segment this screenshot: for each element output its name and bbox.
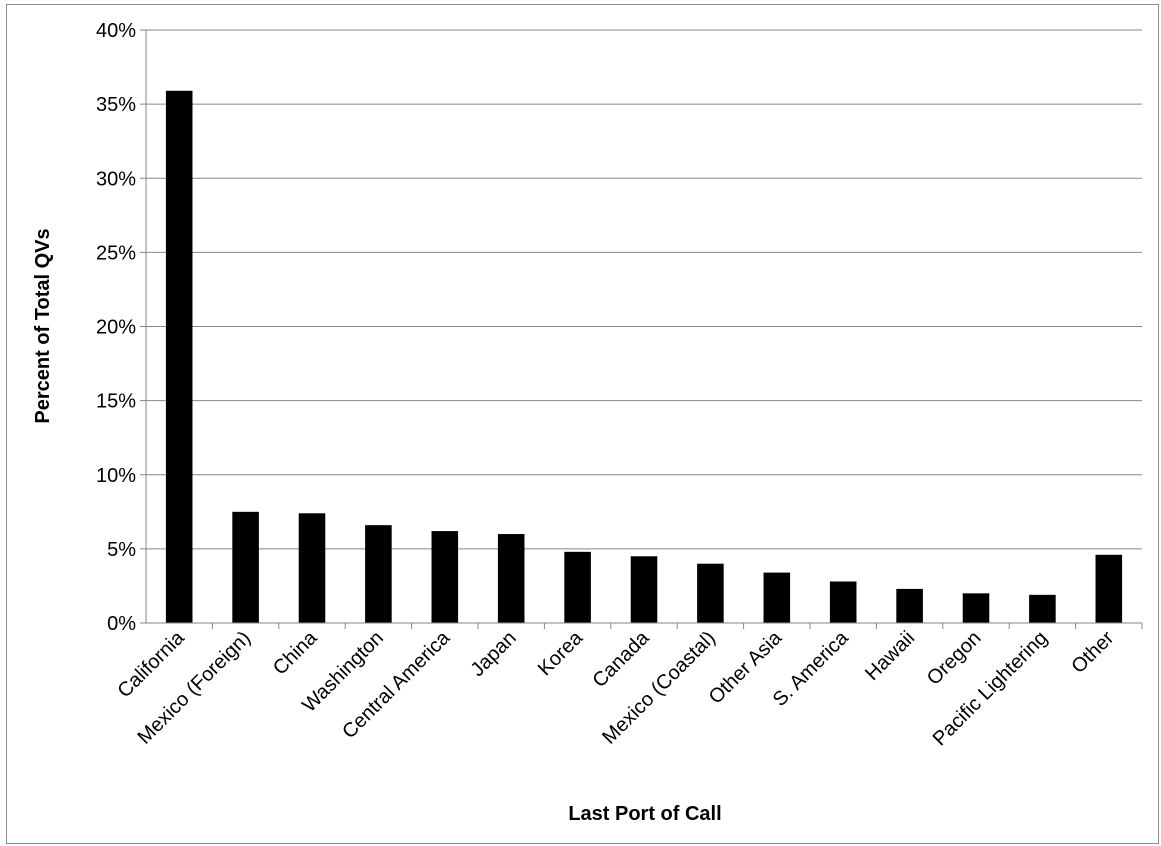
bar-other-asia	[763, 572, 791, 623]
x-tick-label: China	[269, 626, 322, 679]
x-tick-label: Oregon	[923, 627, 986, 690]
bar-s-america	[829, 581, 857, 623]
bar-washington	[365, 525, 392, 623]
bar-california	[165, 90, 193, 624]
y-tick-label: 0%	[107, 613, 136, 635]
y-tick-label: 30%	[96, 168, 136, 190]
x-tick-label: Mexico (Coastal)	[598, 627, 720, 749]
x-tick-label: Japan	[467, 627, 521, 681]
x-tick-label: Mexico (Foreign)	[133, 627, 255, 749]
axes	[145, 30, 1142, 624]
y-tick-labels: 0% 5% 10% 15% 20% 25% 30% 35% 40%	[96, 20, 136, 635]
x-tick-label: Hawaii	[861, 627, 919, 685]
y-tick-label: 40%	[96, 20, 136, 42]
bar-pacific-lightering	[1029, 594, 1056, 623]
bar-hawaii	[896, 588, 923, 623]
bar-central-america	[431, 531, 459, 623]
x-tick-label: Other	[1067, 627, 1118, 678]
y-tick-label: 5%	[107, 539, 136, 561]
bars	[165, 90, 1143, 629]
bar-china	[298, 513, 326, 623]
bar-other	[1095, 554, 1123, 623]
gridlines	[140, 29, 1142, 624]
y-tick-label: 10%	[96, 465, 136, 487]
x-tick-label: Pacific Lightering	[929, 627, 1052, 750]
x-axis-title: Last Port of Call	[568, 803, 721, 825]
y-tick-label: 25%	[96, 242, 136, 264]
x-tick-label: Korea	[534, 626, 588, 680]
bar-korea	[564, 551, 591, 623]
x-tick-label: Canada	[588, 626, 654, 692]
chart-frame	[6, 4, 1159, 844]
y-tick-label: 20%	[96, 317, 136, 339]
y-axis-title: Percent of Total QVs	[32, 228, 54, 423]
bar-oregon	[962, 593, 990, 623]
y-tick-label: 15%	[96, 391, 136, 413]
bar-canada	[630, 556, 658, 623]
y-tick-label: 35%	[96, 94, 136, 116]
bar-japan	[497, 534, 525, 623]
bar-mexico-coastal	[697, 563, 724, 623]
bar-mexico-foreign	[232, 511, 259, 623]
